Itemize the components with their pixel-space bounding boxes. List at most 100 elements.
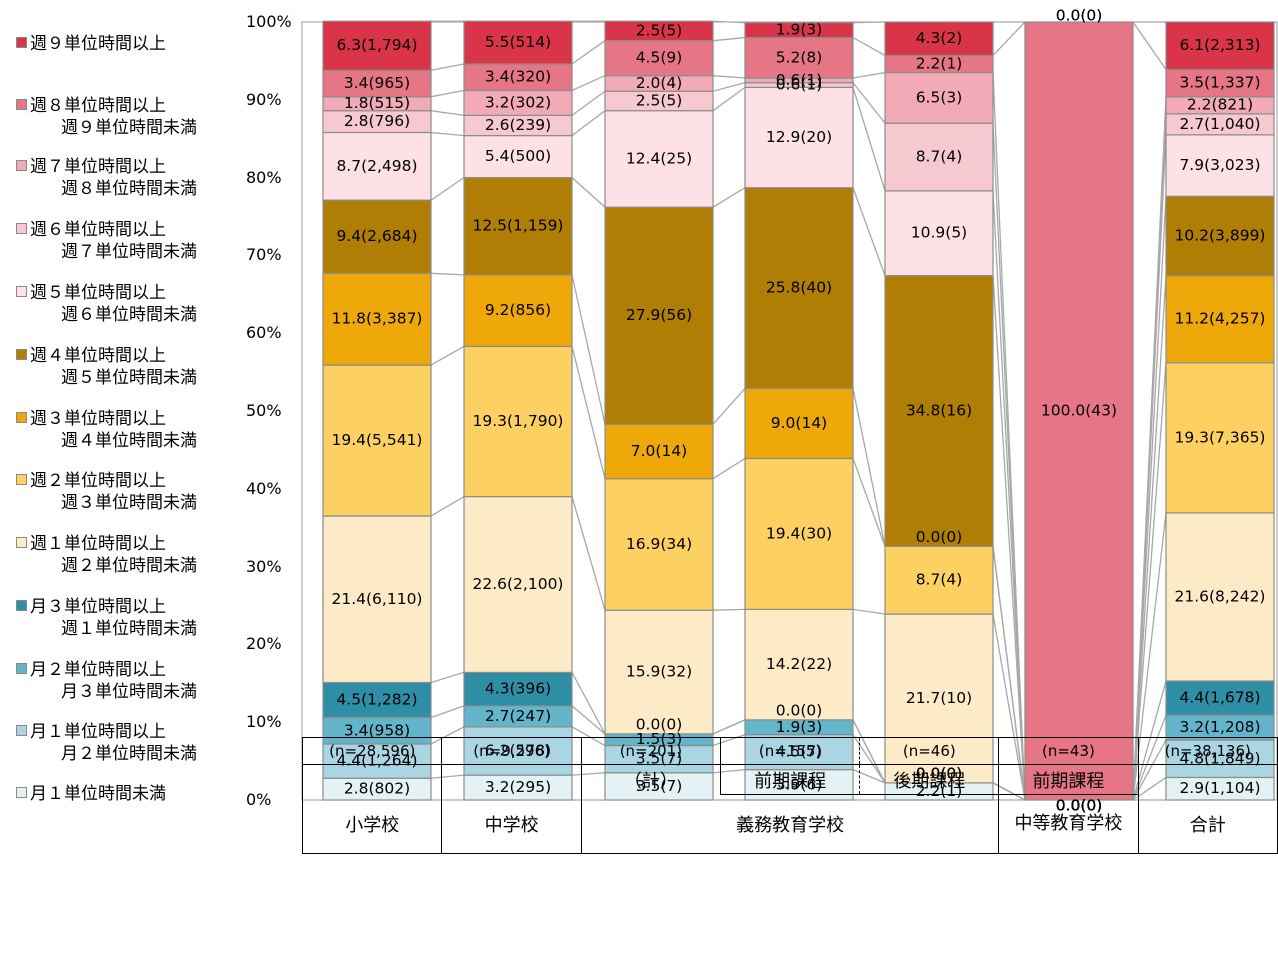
series-connector-line: [571, 496, 606, 611]
data-label: 4.4(1,678): [1179, 689, 1260, 707]
series-connector-line: [430, 272, 465, 276]
series-connector-line: [571, 75, 606, 92]
bar-segment: [884, 21, 994, 57]
legend-item: 週５単位時間以上 週６単位時間未満: [16, 282, 197, 326]
data-label: 10.2(3,899): [1175, 226, 1266, 244]
bar-segment: [744, 36, 854, 79]
n-junior: (n=9,296): [441, 737, 582, 765]
legend-label-line2: 週２単位時間未満: [61, 556, 197, 576]
data-label: 19.3(1,790): [473, 412, 564, 430]
data-label: 8.7(4): [916, 571, 963, 589]
bar-segment: [463, 495, 573, 674]
series-connector-line: [852, 71, 886, 79]
course-row: （計） 前期課程 後期課程 前期課程: [301, 764, 1278, 795]
legend-swatch: [16, 412, 27, 423]
data-label: 9.4(2,684): [336, 227, 417, 245]
legend-label: 週８単位時間以上: [30, 96, 166, 116]
legend-swatch: [16, 600, 27, 611]
legend-swatch: [16, 286, 27, 297]
data-label: 2.6(239): [485, 116, 551, 134]
data-label: 8.7(4): [916, 147, 963, 165]
n-total: (n=38,136): [1137, 737, 1278, 765]
legend-label-line2: 週７単位時間未満: [61, 242, 197, 262]
legend-label: 週４単位時間以上: [30, 346, 166, 366]
series-connector-line: [852, 87, 886, 192]
series-connector-line: [712, 75, 746, 79]
category-table: (n=28,596) (n=9,296) (n=201) (n=155) (n=…: [301, 737, 1278, 854]
data-label: 0.0(0): [916, 528, 963, 546]
bar-segment: [744, 86, 854, 189]
legend-swatch: [16, 537, 27, 548]
data-label: 2.7(247): [485, 707, 551, 725]
course-blank-elementary: [301, 764, 443, 795]
legend-label-line2: 週４単位時間未満: [61, 431, 197, 451]
data-label: 2.2(1): [916, 55, 963, 73]
data-label: 4.3(2): [916, 29, 963, 47]
legend-swatch: [16, 474, 27, 485]
legend-label: 週６単位時間以上: [30, 220, 166, 240]
legend-label-line2: 月３単位時間未満: [61, 682, 197, 702]
series-connector-line: [852, 21, 886, 24]
course-blank-total: [1137, 764, 1278, 795]
data-label: 3.5(1,337): [1179, 74, 1260, 92]
school-compulsory: 義務教育学校: [580, 794, 1000, 854]
series-connector-line: [992, 72, 1026, 801]
series-connector-line: [712, 20, 746, 24]
legend-swatch: [16, 99, 27, 110]
data-label: 10.9(5): [911, 224, 967, 242]
legend-label-line2: 週１単位時間未満: [61, 619, 197, 639]
data-label: 4.3(396): [485, 680, 551, 698]
bar-segment: [322, 272, 432, 366]
legend-label: 週５単位時間以上: [30, 283, 166, 303]
legend-label-line2: 週３単位時間未満: [61, 493, 197, 513]
data-label: 19.4(5,541): [332, 431, 423, 449]
bar-segment: [884, 190, 994, 277]
legend-item: 週１単位時間以上 週２単位時間未満: [16, 533, 197, 577]
series-connector-line: [992, 21, 1026, 56]
data-label: 3.4(958): [344, 721, 410, 739]
series-connector-line: [852, 82, 886, 124]
bar-segment: [322, 20, 432, 71]
legend-label-line2: 週９単位時間未満: [61, 118, 197, 138]
y-tick-label: 0%: [246, 790, 272, 809]
data-label: 2.5(5): [636, 21, 683, 39]
data-label: 14.2(22): [766, 655, 832, 673]
series-connector-line: [712, 82, 746, 92]
legend-item: 週８単位時間以上 週９単位時間未満: [16, 95, 197, 139]
data-label: 1.8(515): [344, 94, 410, 112]
series-connector-line: [712, 719, 746, 735]
data-label: 0.0(0): [1056, 7, 1103, 25]
data-label: 25.8(40): [766, 279, 832, 297]
series-connector-line: [430, 63, 465, 71]
series-connector-line: [712, 36, 746, 42]
legend-label: 週９単位時間以上: [30, 34, 166, 54]
course-total: （計）: [580, 764, 722, 795]
data-label: 4.5(9): [636, 49, 683, 67]
legend-item: 週９単位時間以上: [16, 33, 166, 55]
y-tick-label: 10%: [246, 712, 282, 732]
data-label: 100.0(43): [1041, 402, 1117, 420]
data-label: 6.3(1,794): [336, 36, 417, 54]
series-connector-line: [430, 131, 465, 137]
data-label: 7.0(14): [631, 442, 687, 460]
data-label: 27.9(56): [626, 306, 692, 324]
data-label: 16.9(34): [626, 535, 692, 553]
legend-label-line2: 週８単位時間未満: [61, 179, 197, 199]
series-connector-line: [712, 457, 746, 480]
series-connector-line: [712, 388, 746, 425]
data-label: 19.4(30): [766, 524, 832, 542]
legend-swatch: [16, 160, 27, 171]
series-connector-line: [571, 40, 606, 65]
y-tick-label: 20%: [246, 634, 282, 654]
bar-segment: [463, 20, 573, 65]
series-connector-line: [852, 458, 886, 547]
series-connector-line: [852, 187, 886, 276]
bar-segment: [463, 345, 573, 498]
series-connector-line: [571, 705, 606, 735]
legend-item: 週４単位時間以上 週５単位時間未満: [16, 345, 197, 389]
bar-segment: [1165, 362, 1275, 514]
bar-segment: [1165, 512, 1275, 682]
n-elementary: (n=28,596): [301, 737, 443, 765]
series-connector-line: [992, 275, 1026, 801]
series-connector-line: [571, 90, 606, 116]
